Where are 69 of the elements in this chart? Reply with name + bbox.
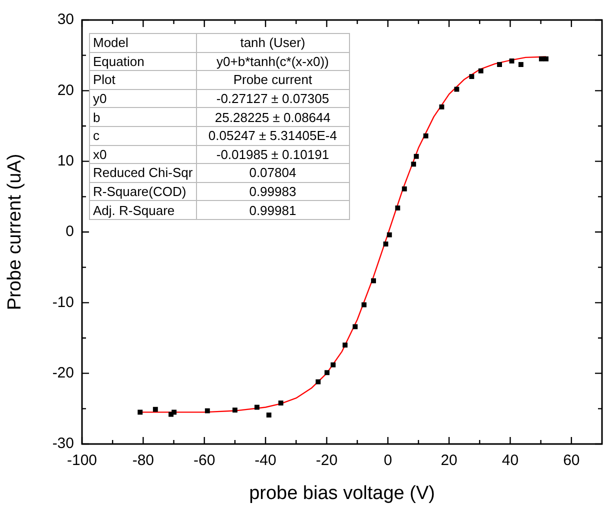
point [330,362,336,368]
point [254,404,260,410]
annotation: Plot [90,70,196,90]
point [414,154,419,159]
point [386,232,392,238]
point [342,342,348,348]
point [478,68,484,74]
annotation: Probe current [196,70,350,90]
annotation: Model [90,34,196,52]
annotation: tanh (User) [196,34,350,52]
y-tick-label: -10 [52,294,74,311]
point [423,133,428,138]
y-tick-label: -30 [52,435,74,452]
point [538,56,544,62]
point [324,370,330,376]
point [383,242,388,246]
point [172,410,177,415]
y-axis-title: Probe current (uA) [4,154,26,310]
y-tick-label: 10 [57,152,74,170]
point [395,206,400,210]
x-axis-title: probe bias voltage (V) [249,482,435,504]
point [402,186,407,192]
annotation: R-Square(COD) [90,182,196,201]
point [469,74,474,80]
point [138,410,143,415]
x-tick-label: -40 [254,452,276,470]
x-tick-label: 60 [563,452,580,470]
x-tick-label: 0 [384,452,392,470]
x-tick-label: -100 [66,452,98,470]
annotation: Equation [90,52,196,71]
point [352,324,358,330]
point [232,408,238,413]
point [204,408,210,414]
annotation: c [90,126,196,146]
annotation: b [90,108,196,126]
point [316,379,321,384]
annotation: 0.07804 [196,164,350,182]
x-tick-label: -20 [316,452,338,470]
point [371,278,376,284]
point [497,62,502,67]
annotation: y0+b*tanh(c*(x-x0)) [196,52,350,71]
y-tick-label: 0 [66,223,74,240]
annotation: -0.01985 ± 0.10191 [196,145,350,164]
point [454,86,460,92]
annotation: 0.05247 ± 5.31405E-4 [196,126,350,146]
annotation: 25.28225 ± 0.08644 [196,108,350,126]
y-tick-label: 20 [57,82,74,99]
annotation: -0.27127 ± 0.07305 [196,89,350,108]
annotation: Adj. R-Square [90,200,196,220]
y-tick-label: 30 [57,11,74,28]
annotation: 0.99981 [196,200,350,220]
point [362,302,366,308]
point [509,58,514,64]
x-tick-label: 20 [440,452,458,470]
x-tick-label: -60 [194,452,216,470]
x-tick-label: 40 [502,452,519,470]
point [152,406,158,412]
annotation: y0 [90,89,196,108]
point [266,412,272,418]
point [544,56,548,62]
y-tick-label: -20 [52,364,74,382]
point [278,400,284,406]
annotation: x0 [90,145,196,164]
annotation: Reduced Chi-Sqr [90,164,196,182]
annotation: 0.99983 [196,182,350,201]
x-tick-label: -80 [132,452,154,470]
point [439,104,444,110]
point [518,62,524,67]
point [411,162,416,167]
